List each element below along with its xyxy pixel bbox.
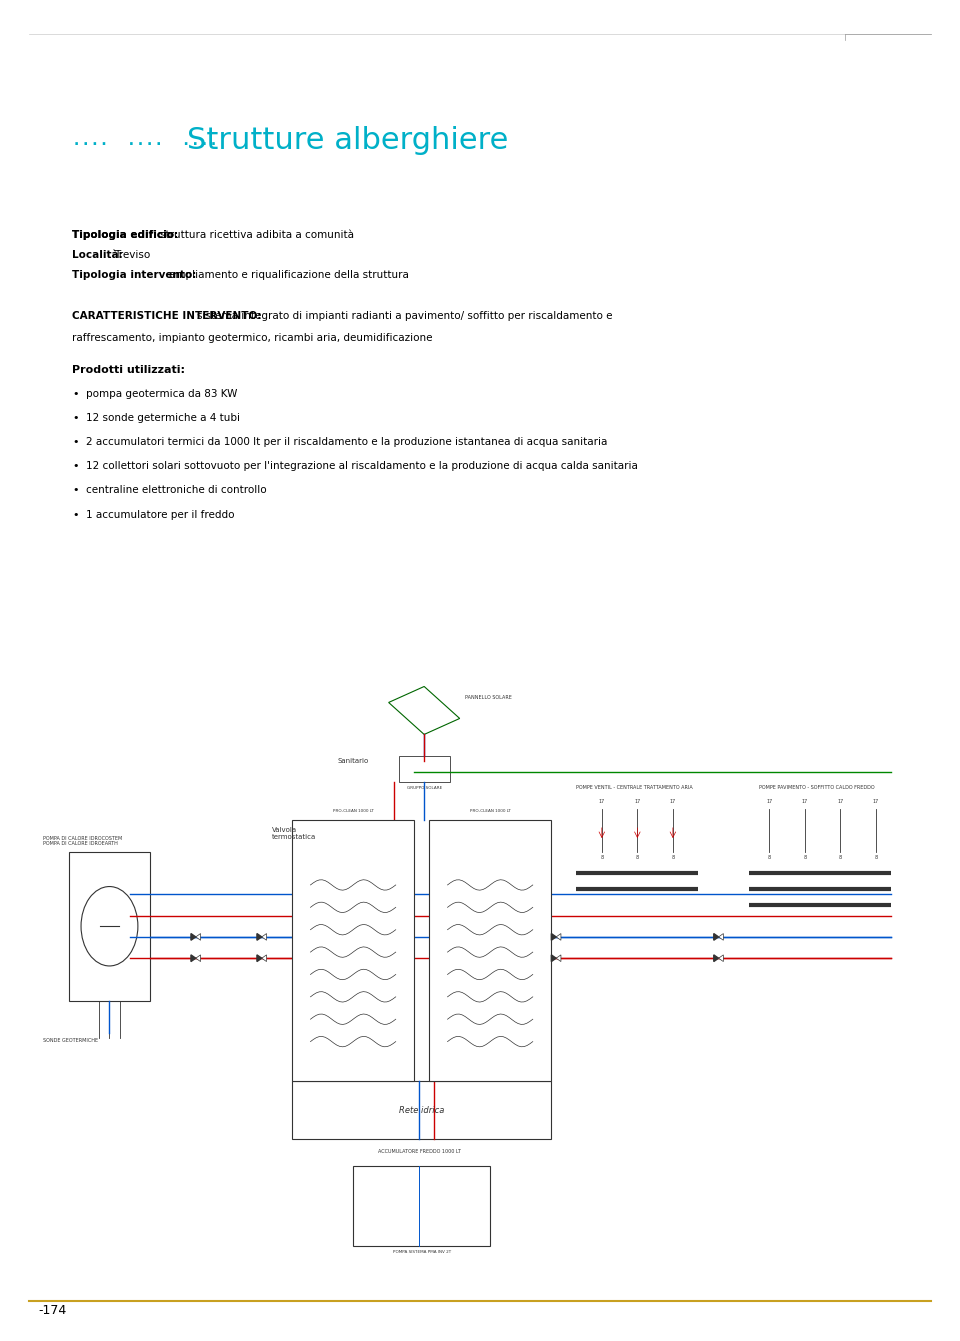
Text: 8: 8	[839, 854, 842, 860]
Text: 17: 17	[837, 799, 844, 803]
Text: Prodotti utilizzati:: Prodotti utilizzati:	[72, 365, 185, 374]
Text: Tipologia intervento:: Tipologia intervento:	[72, 270, 196, 280]
Bar	[292, 819, 414, 1081]
Polygon shape	[191, 955, 196, 961]
Polygon shape	[714, 933, 719, 940]
Text: Tipologia edificio:: Tipologia edificio:	[72, 229, 179, 240]
Polygon shape	[196, 933, 201, 940]
Text: Rete idrica: Rete idrica	[399, 1105, 444, 1114]
Polygon shape	[196, 955, 201, 961]
Text: ampliamento e riqualificazione della struttura: ampliamento e riqualificazione della str…	[169, 270, 409, 280]
Text: Strutture alberghiere: Strutture alberghiere	[187, 126, 509, 156]
Polygon shape	[719, 955, 724, 961]
Text: Località:: Località:	[72, 249, 123, 260]
Text: 17: 17	[802, 799, 808, 803]
Text: ....  ....  ....: .... .... ....	[72, 133, 218, 149]
Text: CARATTERISTICHE INTERVENTO:: CARATTERISTICHE INTERVENTO:	[72, 311, 261, 320]
Text: PRO-CLEAN 1000 LT: PRO-CLEAN 1000 LT	[469, 809, 511, 813]
Polygon shape	[556, 933, 561, 940]
Text: •: •	[72, 413, 79, 422]
Text: POMPA DI CALORE IDROCOSTEM
POMPA DI CALORE IDROEARTH: POMPA DI CALORE IDROCOSTEM POMPA DI CALO…	[43, 835, 123, 846]
Text: 8: 8	[636, 854, 639, 860]
Text: 8: 8	[875, 854, 877, 860]
Bar	[398, 756, 449, 782]
Polygon shape	[551, 955, 556, 961]
Polygon shape	[262, 933, 267, 940]
Text: Valvola
termostatica: Valvola termostatica	[272, 826, 316, 839]
Text: Tipologia edificio: struttura ricettiva adibita a comunità: Tipologia edificio: struttura ricettiva …	[72, 229, 361, 240]
Text: 17: 17	[635, 799, 640, 803]
Text: POMPA SISTEMA PMA INV 2T: POMPA SISTEMA PMA INV 2T	[393, 1250, 451, 1254]
Polygon shape	[262, 955, 267, 961]
Bar	[353, 1167, 491, 1246]
Text: raffrescamento, impianto geotermico, ricambi aria, deumidificazione: raffrescamento, impianto geotermico, ric…	[72, 333, 433, 342]
Text: Treviso: Treviso	[113, 249, 150, 260]
Text: PANNELLO SOLARE: PANNELLO SOLARE	[465, 695, 512, 700]
Text: 17: 17	[599, 799, 605, 803]
Text: 1 accumulatore per il freddo: 1 accumulatore per il freddo	[86, 510, 235, 519]
Text: •: •	[72, 437, 79, 447]
Text: ACCUMULATORE FREDDO 1000 LT: ACCUMULATORE FREDDO 1000 LT	[377, 1149, 461, 1155]
Text: sistema integrato di impianti radianti a pavimento/ soffitto per riscaldamento e: sistema integrato di impianti radianti a…	[198, 311, 612, 320]
Text: pompa geotermica da 83 KW: pompa geotermica da 83 KW	[86, 389, 238, 398]
Text: PRO-CLEAN 1000 LT: PRO-CLEAN 1000 LT	[333, 809, 373, 813]
Text: 8: 8	[768, 854, 771, 860]
Polygon shape	[257, 933, 262, 940]
Text: 8: 8	[804, 854, 806, 860]
Text: •: •	[72, 485, 79, 495]
Text: 8: 8	[600, 854, 604, 860]
Polygon shape	[191, 933, 196, 940]
Polygon shape	[257, 955, 262, 961]
Text: -174: -174	[38, 1303, 66, 1317]
Text: POMPE PAVIMENTO - SOFFITTO CALDO FREDDO: POMPE PAVIMENTO - SOFFITTO CALDO FREDDO	[759, 786, 875, 790]
Text: 12 sonde getermiche a 4 tubi: 12 sonde getermiche a 4 tubi	[86, 413, 240, 422]
Bar	[292, 1081, 551, 1140]
Text: SONDE GEOTERMICHE: SONDE GEOTERMICHE	[43, 1038, 99, 1043]
Text: 8: 8	[671, 854, 675, 860]
Text: Tipologia edificio:: Tipologia edificio:	[72, 229, 179, 240]
Bar	[69, 852, 150, 1000]
Polygon shape	[714, 955, 719, 961]
Bar	[429, 819, 551, 1081]
Text: 12 collettori solari sottovuoto per l'integrazione al riscaldamento e la produzi: 12 collettori solari sottovuoto per l'in…	[86, 461, 638, 471]
Text: 17: 17	[766, 799, 773, 803]
Polygon shape	[551, 933, 556, 940]
Polygon shape	[556, 955, 561, 961]
Text: 17: 17	[873, 799, 879, 803]
Text: struttura ricettiva adibita a comunità: struttura ricettiva adibita a comunità	[160, 229, 354, 240]
Text: •: •	[72, 510, 79, 519]
Text: 2 accumulatori termici da 1000 lt per il riscaldamento e la produzione istantane: 2 accumulatori termici da 1000 lt per il…	[86, 437, 608, 447]
Text: •: •	[72, 461, 79, 471]
Text: GRUPPO SOLARE: GRUPPO SOLARE	[406, 786, 442, 790]
Text: 17: 17	[670, 799, 676, 803]
Text: Sanitario: Sanitario	[338, 758, 370, 764]
Text: •: •	[72, 389, 79, 398]
Text: centraline elettroniche di controllo: centraline elettroniche di controllo	[86, 485, 267, 495]
Text: POMPE VENTIL - CENTRALE TRATTAMENTO ARIA: POMPE VENTIL - CENTRALE TRATTAMENTO ARIA	[576, 786, 693, 790]
Polygon shape	[719, 933, 724, 940]
